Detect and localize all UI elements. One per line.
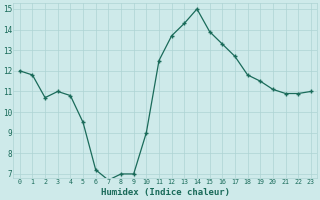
X-axis label: Humidex (Indice chaleur): Humidex (Indice chaleur): [101, 188, 230, 197]
